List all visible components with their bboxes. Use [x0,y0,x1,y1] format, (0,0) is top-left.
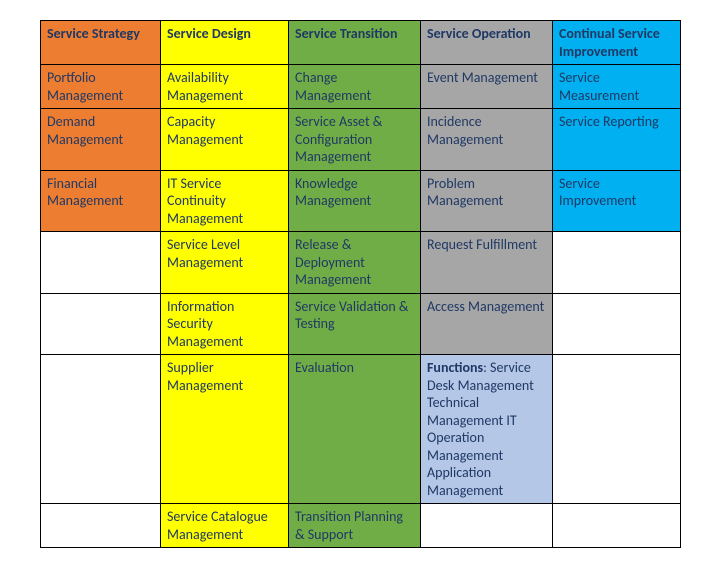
cell-r2-c0: Financial Management [41,170,161,232]
table-row: Portfolio ManagementAvailability Managem… [41,65,681,109]
header-service-design: Service Design [161,21,289,65]
cell-r4-c1: Information Security Management [161,293,289,355]
cell-r1-c0: Demand Management [41,109,161,171]
cell-r3-c3: Request Fulfillment [421,232,553,294]
header-service-operation: Service Operation [421,21,553,65]
cell-r4-c3: Access Management [421,293,553,355]
header-continual-service-improvement: Continual Service Improvement [553,21,681,65]
cell-r6-c4 [553,504,681,548]
table-row: Demand ManagementCapacity ManagementServ… [41,109,681,171]
cell-r2-c4: Service Improvement [553,170,681,232]
header-service-strategy: Service Strategy [41,21,161,65]
cell-r0-c2: Change Management [289,65,421,109]
cell-r0-c0: Portfolio Management [41,65,161,109]
table-row: Service Level ManagementRelease & Deploy… [41,232,681,294]
cell-r5-c0 [41,355,161,504]
cell-r5-c1: Supplier Management [161,355,289,504]
cell-r2-c1: IT Service Continuity Management [161,170,289,232]
table-row: Information Security ManagementService V… [41,293,681,355]
cell-r3-c1: Service Level Management [161,232,289,294]
cell-r2-c3: Problem Management [421,170,553,232]
cell-r3-c4 [553,232,681,294]
cell-r4-c0 [41,293,161,355]
cell-r2-c2: Knowledge Management [289,170,421,232]
table-body: Portfolio ManagementAvailability Managem… [41,65,681,548]
table-row: Supplier ManagementEvaluationFunctions: … [41,355,681,504]
cell-r6-c2: Transition Planning & Support [289,504,421,548]
cell-r0-c3: Event Management [421,65,553,109]
header-service-transition: Service Transition [289,21,421,65]
header-row: Service Strategy Service Design Service … [41,21,681,65]
cell-r6-c3 [421,504,553,548]
cell-r5-c2: Evaluation [289,355,421,504]
cell-r4-c4 [553,293,681,355]
table-row: Service Catalogue ManagementTransition P… [41,504,681,548]
cell-r0-c4: Service Measurement [553,65,681,109]
cell-r5-c3: Functions: Service Desk Management Techn… [421,355,553,504]
table-row: Financial ManagementIT Service Continuit… [41,170,681,232]
itil-table: Service Strategy Service Design Service … [40,20,681,548]
cell-r6-c1: Service Catalogue Management [161,504,289,548]
cell-r1-c4: Service Reporting [553,109,681,171]
cell-r1-c1: Capacity Management [161,109,289,171]
cell-r6-c0 [41,504,161,548]
cell-r1-c2: Service Asset & Configuration Management [289,109,421,171]
cell-r5-c4 [553,355,681,504]
cell-r1-c3: Incidence Management [421,109,553,171]
cell-r4-c2: Service Validation & Testing [289,293,421,355]
cell-r3-c0 [41,232,161,294]
cell-r3-c2: Release & Deployment Management [289,232,421,294]
cell-r0-c1: Availability Management [161,65,289,109]
